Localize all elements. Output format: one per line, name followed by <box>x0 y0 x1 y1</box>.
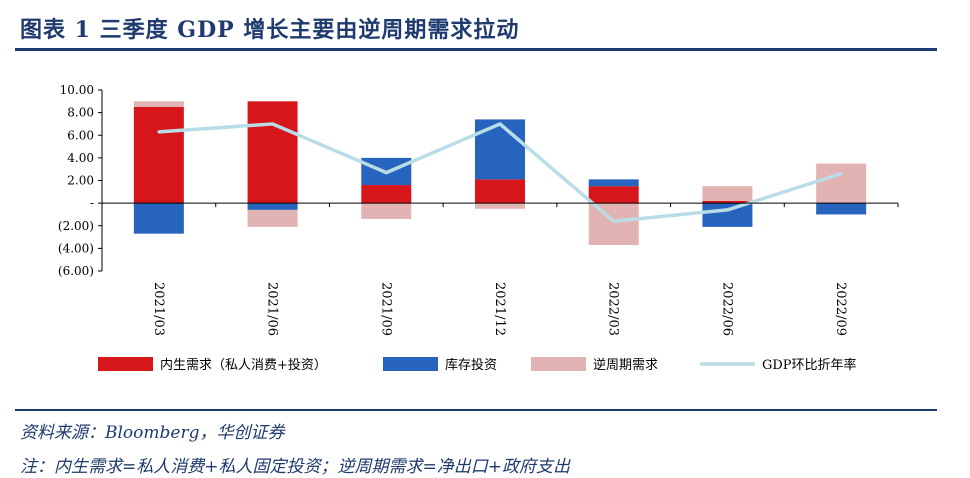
bar-2-2021-12 <box>475 119 525 180</box>
x-tick-label: 2021/03 <box>151 282 166 336</box>
y-tick-label: (4.00) <box>58 241 94 255</box>
bar-2-2022-03 <box>588 179 639 187</box>
gdp-line <box>157 122 843 223</box>
y-tick-label: (2.00) <box>58 219 94 233</box>
bar-3-2021-12 <box>475 203 525 209</box>
gdp-point-2022-09 <box>839 172 843 176</box>
legend-label-2: 库存投资 <box>445 357 497 373</box>
bar-3-2022-09 <box>816 163 867 204</box>
bar-1-2021-09 <box>361 185 412 204</box>
legend: 内生需求（私人消费+投资） 库存投资 逆周期需求 GDP环比折年率 <box>98 357 857 373</box>
bar-1-2021-12 <box>475 179 525 204</box>
gdp-point-2022-06 <box>725 208 729 212</box>
x-tick-label: 2022/06 <box>719 282 734 336</box>
bar-2-2022-06 <box>702 203 753 227</box>
bar-1-2021-06 <box>247 101 298 204</box>
bar-3-2021-09 <box>361 203 412 219</box>
source-note: 资料来源：Bloomberg，华创证券 <box>20 423 285 443</box>
legend-swatch-1 <box>98 357 153 371</box>
legend-label-4: GDP环比折年率 <box>762 357 857 373</box>
bars <box>133 101 867 245</box>
x-tick-label: 2021/06 <box>265 282 280 336</box>
bar-3-2022-03 <box>588 203 639 245</box>
x-tick-label: 2022/03 <box>606 282 621 336</box>
bar-3-2021-06 <box>247 209 298 227</box>
footnote: 注：内生需求=私人消费+私人固定投资；逆周期需求=净出口+政府支出 <box>20 457 570 477</box>
bar-1-2022-03 <box>588 186 639 204</box>
y-tick-label: - <box>90 196 94 210</box>
page-title: 图表 1 三季度 GDP 增长主要由逆周期需求拉动 <box>20 17 520 43</box>
legend-label-3: 逆周期需求 <box>593 357 658 373</box>
footer-divider <box>15 409 937 411</box>
x-tick-label: 2021/09 <box>378 282 393 336</box>
gdp-point-2021-12 <box>498 122 502 126</box>
y-tick-label: 6.00 <box>67 128 94 142</box>
x-tick-label: 2022/09 <box>833 282 848 336</box>
bar-2-2021-06 <box>247 203 298 210</box>
bar-3-2021-03 <box>133 101 184 107</box>
title-divider <box>15 48 937 51</box>
x-tick-label: 2021/12 <box>492 282 507 336</box>
y-axis: 10.00 8.00 6.00 4.00 2.00 - (2.00) (4.00) (6.00) <box>58 83 103 278</box>
legend-swatch-2 <box>383 357 438 371</box>
bar-3-2022-06 <box>702 186 753 201</box>
bar-1-2022-06 <box>702 200 753 204</box>
bar-1-2021-03 <box>133 106 184 204</box>
x-axis: 2021/03 2021/06 2021/09 2021/12 2022/03 2022/… <box>101 202 899 336</box>
y-tick-label: 4.00 <box>67 151 94 165</box>
y-tick-label: (6.00) <box>58 264 94 278</box>
y-tick-label: 8.00 <box>67 106 94 120</box>
gdp-point-2021-06 <box>271 122 275 126</box>
gdp-point-2021-03 <box>157 130 161 134</box>
gdp-point-2021-09 <box>384 171 388 175</box>
bar-2-2021-03 <box>133 203 184 234</box>
y-tick-label: 2.00 <box>67 174 94 188</box>
legend-swatch-3 <box>531 357 586 371</box>
bar-2-2022-09 <box>816 203 867 215</box>
legend-label-1: 内生需求（私人消费+投资） <box>160 357 327 373</box>
y-tick-label: 10.00 <box>60 83 94 97</box>
gdp-point-2022-03 <box>612 219 616 223</box>
